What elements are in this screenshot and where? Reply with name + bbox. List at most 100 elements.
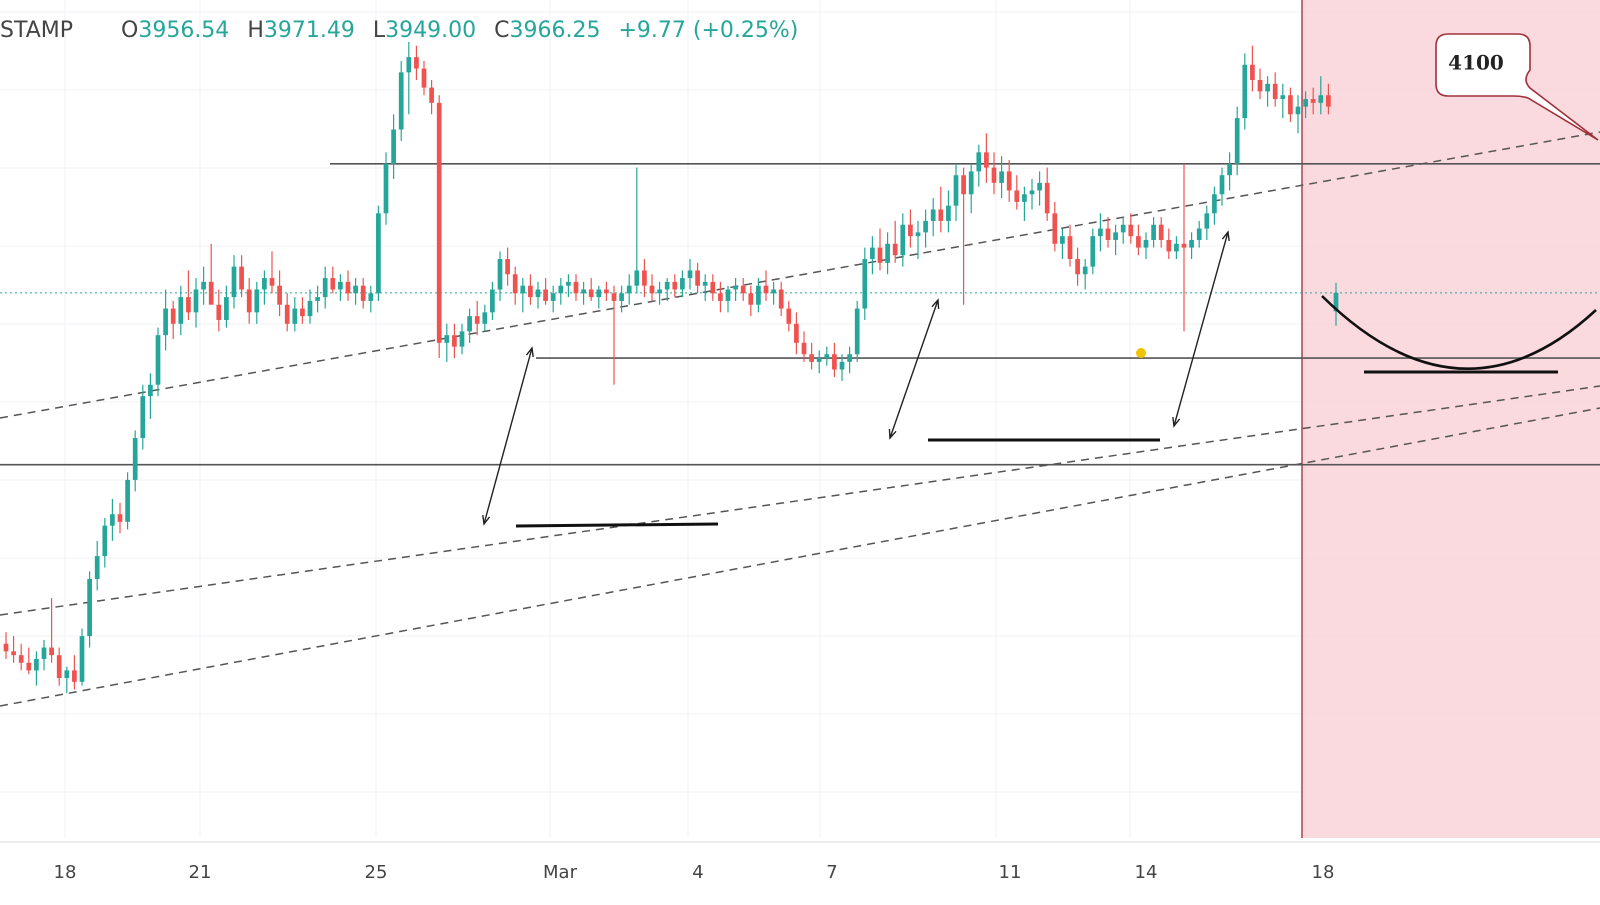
candle [512, 266, 518, 305]
candle-body [702, 281, 708, 286]
candle-body [756, 285, 761, 305]
candle [376, 205, 381, 301]
candle [634, 167, 640, 294]
candle-body [1006, 171, 1012, 191]
candle-body [816, 358, 822, 362]
candle-body [892, 243, 898, 256]
target-callout[interactable]: 4100 [1435, 33, 1599, 141]
candle-body [885, 243, 890, 263]
candle-body [1174, 243, 1179, 252]
candle-body [56, 655, 62, 679]
candle [163, 289, 168, 351]
candle [976, 144, 982, 187]
candle [740, 278, 746, 301]
candle-body [444, 335, 450, 343]
candle [216, 289, 222, 332]
candle [444, 323, 450, 362]
candle-body [414, 57, 419, 69]
candle [596, 285, 602, 309]
candle [1196, 220, 1202, 248]
candle [702, 274, 708, 301]
candle [414, 45, 419, 80]
candle [262, 270, 267, 305]
candle [56, 647, 62, 686]
candle-body [558, 285, 564, 294]
candle [94, 540, 100, 591]
candle-body [520, 285, 526, 294]
candle-body [391, 129, 396, 164]
candle [946, 190, 951, 233]
candle [345, 270, 351, 301]
candle [1044, 167, 1050, 221]
candle [193, 278, 199, 328]
candle-body [1219, 175, 1225, 195]
candle-body [680, 278, 685, 290]
candle [550, 285, 556, 313]
candle [360, 278, 366, 309]
candle-body [300, 308, 305, 317]
candle-body [1326, 95, 1331, 107]
candle-body [193, 289, 199, 313]
candle-body [824, 354, 830, 359]
candle [1166, 228, 1172, 260]
candle-body [1189, 239, 1194, 248]
candle [1014, 175, 1020, 210]
candle [801, 331, 807, 362]
candle-body [543, 289, 548, 301]
candle-body [1105, 228, 1111, 240]
candle-body [87, 578, 92, 637]
candle-body [961, 175, 966, 195]
candle [535, 281, 541, 309]
candle [930, 198, 936, 237]
x-axis: 18 21 25 Mar 4 7 11 14 18 [0, 841, 1600, 883]
candle-body [239, 266, 244, 290]
candle-body [398, 72, 404, 130]
candle [254, 281, 260, 324]
candle [429, 79, 434, 115]
arrow-head [888, 428, 897, 440]
candle-body [3, 643, 9, 652]
candle-body [938, 209, 944, 221]
candle [11, 636, 16, 663]
candle-body [1060, 236, 1065, 244]
candle-body [550, 293, 556, 301]
candle-body [991, 167, 997, 183]
candle-body [1022, 194, 1027, 202]
candle-body [262, 278, 267, 290]
candle-body [672, 281, 678, 290]
candle-body [1029, 190, 1035, 195]
candle [809, 342, 814, 370]
candle-body [794, 323, 799, 343]
candle-body [923, 220, 928, 233]
candle-body [315, 297, 320, 301]
candle-body [930, 209, 936, 221]
channel-dashed-line [0, 407, 1600, 707]
channel-dashed-line [0, 131, 1600, 419]
candle [3, 632, 9, 659]
candle-body [186, 297, 191, 313]
candle-body [34, 658, 39, 671]
change-value: +9.77 [618, 17, 686, 43]
candle-body [1151, 224, 1156, 240]
candle-body [474, 316, 480, 324]
candle-body [908, 224, 913, 237]
candle [26, 647, 32, 675]
candle-body [573, 281, 579, 294]
candle-body [467, 316, 472, 332]
candle [626, 274, 632, 305]
horizontal-levels [0, 162, 1600, 466]
candle [968, 163, 974, 214]
candle [900, 213, 906, 267]
candle [718, 281, 723, 313]
arrow-head [1172, 416, 1181, 428]
marker-dot [1136, 348, 1146, 358]
candle-body [277, 285, 282, 305]
candle-body [1227, 163, 1232, 176]
candle [300, 297, 305, 324]
candle [756, 278, 761, 313]
candle-body [1082, 266, 1088, 275]
candle-body [284, 304, 290, 324]
candle [79, 628, 85, 686]
